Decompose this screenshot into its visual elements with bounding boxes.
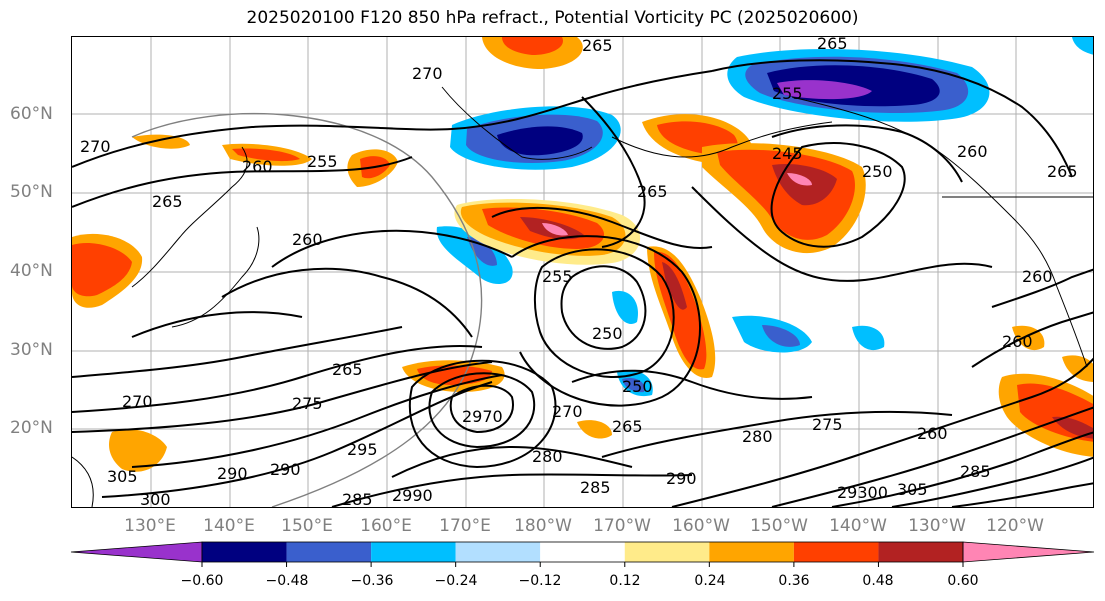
lon-label: 180°W — [514, 516, 572, 536]
colorbar-segment — [286, 542, 372, 562]
contour-label: 305 — [107, 467, 138, 486]
contour-label: 265 — [332, 360, 363, 379]
contour-label: 270 — [122, 392, 153, 411]
lat-label: 30°N — [10, 340, 53, 360]
contour-label: 255 — [307, 152, 338, 171]
map-plot-area: 270 265 265 255 245 250 260 265 270 260 … — [71, 36, 1094, 508]
colorbar-segment — [371, 542, 456, 562]
contour-label: 270 — [80, 137, 111, 156]
colorbar-segment — [878, 542, 963, 562]
colorbar-tick-label: 0.60 — [947, 573, 979, 589]
lon-label: 170°E — [439, 516, 491, 536]
contour-label: 260 — [957, 142, 988, 161]
lat-label: 40°N — [10, 261, 53, 281]
contour-label: 255 — [542, 267, 573, 286]
lon-label: 140°W — [829, 516, 887, 536]
contour-label: 270 — [412, 64, 443, 83]
lon-label: 140°E — [203, 516, 255, 536]
contour-label-group: 270 265 265 255 245 250 260 265 270 260 … — [80, 37, 1078, 508]
lon-label: 150°E — [281, 516, 333, 536]
contour-label: 290 — [270, 460, 301, 479]
lon-label: 160°E — [360, 516, 412, 536]
contour-label: 260 — [917, 424, 948, 443]
lon-label: 120°W — [986, 516, 1044, 536]
contour-label: 265 — [612, 417, 643, 436]
contour-label: 29300 — [837, 483, 888, 502]
contour-label: 300 — [140, 490, 171, 508]
contour-label: 255 — [772, 84, 803, 103]
lon-label: 130°E — [124, 516, 176, 536]
contour-label: 2990 — [392, 486, 433, 505]
contour-label: 275 — [812, 415, 843, 434]
contour-label: 250 — [862, 162, 893, 181]
contour-label: 265 — [152, 192, 183, 211]
colorbar-tick-label: 0.12 — [609, 573, 641, 589]
contour-label: 260 — [1022, 267, 1053, 286]
great-circle-arc — [131, 112, 483, 507]
contour-label: 265 — [637, 182, 668, 201]
colorbar-segment — [455, 542, 541, 562]
colorbar-segment — [202, 542, 287, 562]
lat-label: 60°N — [10, 104, 53, 124]
colorbar-tick-label: 0.36 — [778, 573, 810, 589]
colorbar-tick-label: 0.48 — [862, 573, 894, 589]
colorbar-tick-label: −0.24 — [434, 573, 478, 589]
contour-label: 275 — [292, 394, 323, 413]
map-svg: 270 265 265 255 245 250 260 265 270 260 … — [72, 37, 1093, 508]
contour-label: 285 — [580, 478, 611, 497]
colorbar-tick-label: −0.36 — [350, 573, 394, 589]
contour-label: 290 — [666, 469, 697, 488]
lon-label: 160°W — [672, 516, 730, 536]
contour-label: 250 — [592, 324, 623, 343]
lat-label: 20°N — [10, 418, 53, 438]
contour-label: 285 — [960, 462, 991, 481]
contour-label: 260 — [292, 230, 323, 249]
contour-label: 265 — [1047, 162, 1078, 181]
lon-label: 170°W — [593, 516, 651, 536]
contour-label: 305 — [897, 480, 928, 499]
colorbar-segment — [624, 542, 710, 562]
contour-label: 270 — [552, 402, 583, 421]
colorbar-segment — [540, 542, 625, 562]
contour-label: 245 — [772, 144, 803, 163]
colorbar-segment — [793, 542, 879, 562]
colorbar-tick-label: −0.12 — [518, 573, 562, 589]
contour-label: 260 — [1002, 332, 1033, 351]
contour-label: 2970 — [462, 407, 503, 426]
contour-label: 280 — [532, 447, 563, 466]
lon-label: 130°W — [908, 516, 966, 536]
colorbar-tick-label: 0.24 — [694, 573, 726, 589]
map-title: 2025020100 F120 850 hPa refract., Potent… — [246, 8, 859, 28]
contour-label: 290 — [217, 464, 248, 483]
contour-label: 265 — [817, 37, 848, 53]
contour-label: 285 — [342, 490, 373, 508]
coastlines — [72, 86, 1093, 507]
colorbar-border — [201, 541, 964, 563]
contour-label: 295 — [347, 440, 378, 459]
colorbar-tick-label: −0.48 — [265, 573, 309, 589]
contour-label: 280 — [742, 427, 773, 446]
lat-label: 50°N — [10, 182, 53, 202]
contour-label: 250 — [622, 377, 653, 396]
contour-label: 265 — [582, 37, 613, 55]
colorbar-segment — [709, 542, 794, 562]
refractivity-contours — [72, 59, 1093, 507]
colorbar — [70, 541, 1095, 567]
lon-label: 150°W — [750, 516, 808, 536]
colorbar-tick-label: −0.60 — [180, 573, 224, 589]
contour-label: 260 — [242, 157, 273, 176]
colorbar-extend-high — [962, 541, 1095, 563]
colorbar-extend-low — [70, 541, 203, 563]
